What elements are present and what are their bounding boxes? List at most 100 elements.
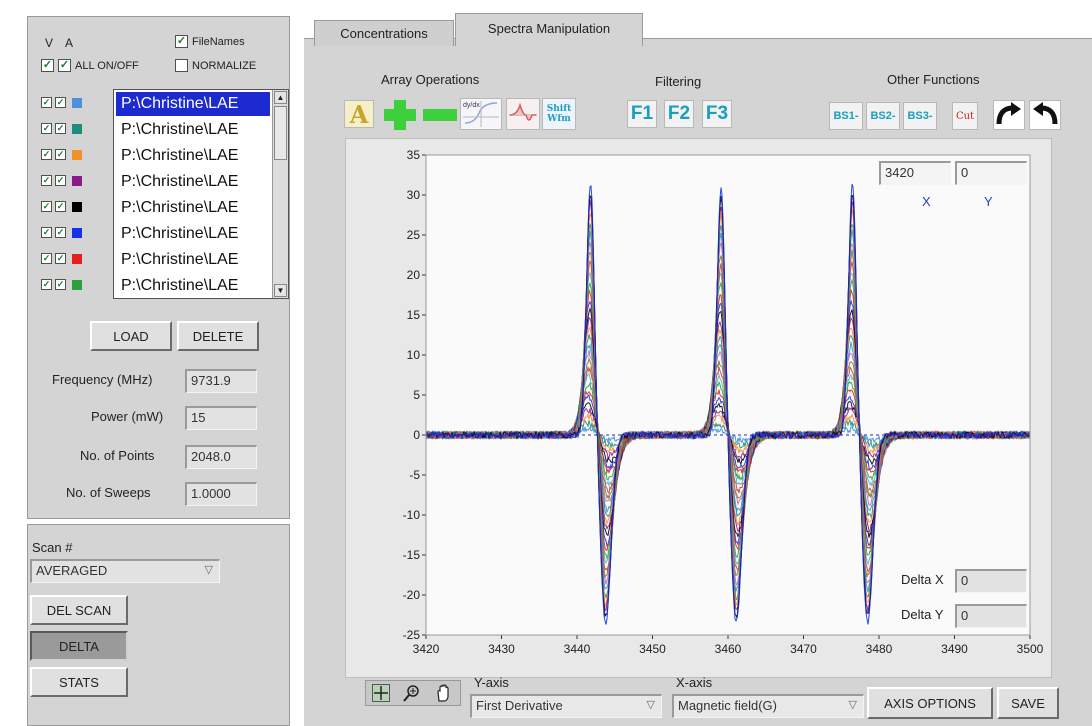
power-label: Power (mW) [91, 409, 164, 424]
file-list-item[interactable]: P:\Christine\LAE [121, 199, 239, 216]
graph-frame: 35 30 25 20 15 10 5 0 -5 -10 -15 -20 -25 3420 3430 3440… [345, 138, 1052, 678]
file-list-item[interactable]: P:\Christine\LAE [121, 277, 239, 294]
plus-icon[interactable] [380, 98, 420, 132]
file-list-item[interactable]: P:\Christine\LAE [121, 251, 239, 268]
filenames-label: FileNames [192, 36, 245, 48]
axis-options-button[interactable]: AXIS OPTIONS [867, 687, 993, 719]
file-list-item[interactable]: P:\Christine\LAE [121, 225, 239, 242]
cursor-y-label: Y [984, 194, 993, 209]
cursor-y-field: 0 [955, 161, 1027, 185]
scroll-down-arrow-icon[interactable]: ▼ [274, 284, 287, 297]
filter-f3-button[interactable]: F3 [702, 100, 732, 128]
chevron-down-icon[interactable]: ▽ [204, 564, 213, 576]
header-v-label: V [45, 36, 54, 50]
x-axis-select[interactable]: Magnetic field(G) ▽ [672, 694, 864, 718]
letter-a-icon[interactable]: A [344, 100, 374, 129]
row-color-swatch[interactable] [72, 202, 82, 212]
derivative-icon[interactable]: dy/dx [460, 98, 502, 130]
scroll-thumb[interactable] [274, 106, 287, 160]
row-visible-checkbox[interactable]: ✓ [41, 175, 52, 186]
scan-label: Scan # [32, 540, 73, 555]
file-list-scrollbar[interactable]: ▲ ▼ [272, 90, 288, 298]
filenames-checkbox[interactable]: ✓ [175, 35, 188, 48]
row-visible-checkbox[interactable]: ✓ [41, 253, 52, 264]
row-visible-checkbox[interactable]: ✓ [41, 279, 52, 290]
row-visible-checkbox[interactable]: ✓ [41, 97, 52, 108]
baseline-1-button[interactable]: BS1- [829, 102, 863, 130]
file-list[interactable]: P:\Christine\LAE P:\Christine\LAE P:\Chris… [113, 89, 289, 299]
row-active-checkbox[interactable]: ✓ [55, 97, 66, 108]
scroll-up-arrow-icon[interactable]: ▲ [274, 91, 287, 104]
row-active-checkbox[interactable]: ✓ [55, 175, 66, 186]
row-color-swatch[interactable] [72, 124, 82, 134]
all-active-checkbox[interactable]: ✓ [58, 59, 71, 72]
undo-arrow-icon[interactable] [1029, 100, 1061, 130]
row-color-swatch[interactable] [72, 254, 82, 264]
normalize-label: NORMALIZE [192, 60, 257, 72]
filter-f1-button[interactable]: F1 [627, 100, 657, 128]
redo-arrow-icon[interactable] [993, 100, 1025, 130]
frequency-field: 9731.9 [185, 369, 257, 393]
zoom-icon[interactable] [402, 683, 422, 703]
file-list-item[interactable]: P:\Christine\LAE [121, 147, 239, 164]
crosshair-icon[interactable] [372, 684, 390, 702]
filter-f2-button[interactable]: F2 [664, 100, 694, 128]
y-tick-label: 20 [407, 268, 421, 282]
y-axis-value: First Derivative [476, 698, 563, 713]
row-visible-checkbox[interactable]: ✓ [41, 123, 52, 134]
row-active-checkbox[interactable]: ✓ [55, 149, 66, 160]
points-label: No. of Points [80, 448, 155, 463]
y-tick-label: 35 [407, 148, 421, 162]
row-color-swatch[interactable] [72, 228, 82, 238]
save-button[interactable]: SAVE [997, 687, 1059, 719]
array-operations-label: Array Operations [381, 72, 480, 87]
row-color-swatch[interactable] [72, 150, 82, 160]
row-color-swatch[interactable] [72, 98, 82, 108]
row-active-checkbox[interactable]: ✓ [55, 227, 66, 238]
row-visible-checkbox[interactable]: ✓ [41, 149, 52, 160]
all-visible-checkbox[interactable]: ✓ [41, 59, 54, 72]
row-color-swatch[interactable] [72, 280, 82, 290]
tab-concentrations[interactable]: Concentrations [314, 20, 454, 46]
x-tick-label: 3430 [488, 642, 515, 656]
integral-icon[interactable] [506, 98, 540, 130]
cut-button[interactable]: Cut [952, 102, 978, 130]
row-active-checkbox[interactable]: ✓ [55, 253, 66, 264]
row-visible-checkbox[interactable]: ✓ [41, 201, 52, 212]
all-on-off-label: ALL ON/OFF [75, 60, 139, 72]
minus-icon[interactable] [420, 98, 460, 132]
row-active-checkbox[interactable]: ✓ [55, 123, 66, 134]
plot-area[interactable] [426, 155, 1030, 635]
delta-y-label: Delta Y [901, 607, 944, 622]
delete-button[interactable]: DELETE [177, 321, 259, 351]
row-active-checkbox[interactable]: ✓ [55, 279, 66, 290]
y-axis-chevron-icon[interactable]: ▽ [646, 699, 655, 711]
stats-button[interactable]: STATS [30, 667, 128, 697]
baseline-2-button[interactable]: BS2- [866, 102, 900, 130]
row-active-checkbox[interactable]: ✓ [55, 201, 66, 212]
load-button[interactable]: LOAD [90, 321, 172, 351]
row-color-swatch[interactable] [72, 176, 82, 186]
file-list-item[interactable]: P:\Christine\LAE [121, 173, 239, 190]
delta-button[interactable]: DELTA [30, 631, 128, 661]
file-list-item[interactable]: P:\Christine\LAE [116, 92, 270, 116]
baseline-3-button[interactable]: BS3- [903, 102, 937, 130]
y-tick-label: 10 [407, 348, 421, 362]
scan-select[interactable]: AVERAGED ▽ [30, 559, 220, 583]
y-tick-label: -5 [409, 468, 420, 482]
shift-waveform-icon[interactable]: Shift Wfm [542, 98, 576, 130]
del-scan-button[interactable]: DEL SCAN [30, 595, 128, 625]
y-axis-select[interactable]: First Derivative ▽ [470, 694, 662, 718]
row-visible-checkbox[interactable]: ✓ [41, 227, 52, 238]
sweeps-field: 1.0000 [185, 482, 257, 506]
tab-spectra-manipulation[interactable]: Spectra Manipulation [455, 13, 643, 46]
filter-f3-label: F3 [705, 103, 729, 124]
pan-hand-icon[interactable] [434, 683, 454, 703]
normalize-checkbox[interactable] [175, 59, 188, 72]
delta-y-field: 0 [955, 604, 1027, 628]
dydx-text: dy/dx [463, 102, 480, 109]
x-axis-chevron-icon[interactable]: ▽ [848, 699, 857, 711]
file-list-item[interactable]: P:\Christine\LAE [121, 121, 239, 138]
y-tick-label: 5 [413, 388, 420, 402]
